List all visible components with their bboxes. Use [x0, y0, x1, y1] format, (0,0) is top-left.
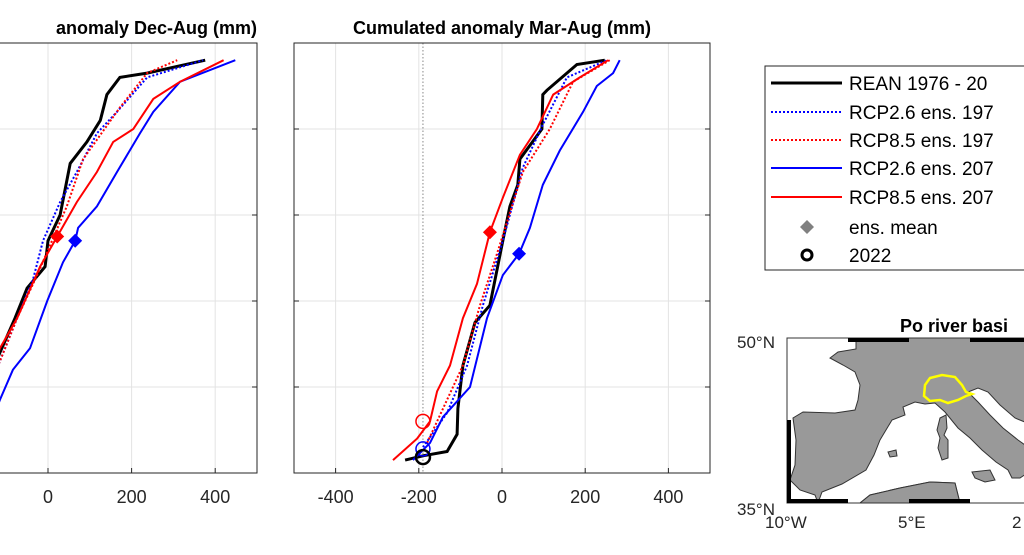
legend-swatch-diamond [800, 220, 814, 234]
map-lon-10w: 10°W [765, 513, 807, 532]
marker-2022 [414, 448, 432, 466]
legend-label: RCP2.6 ens. 197 [849, 103, 994, 124]
series-line [0, 58, 206, 357]
axes-box [0, 42, 258, 474]
series-line [392, 59, 609, 461]
map-title: Po river basi [900, 316, 1008, 336]
map-inset: Po river basi 50°N 35°N 10°W 5°E 2 [737, 316, 1024, 532]
x-tick-label: 200 [570, 487, 600, 507]
ens-mean-marker [50, 229, 65, 244]
series-line [0, 59, 178, 364]
x-tick-label: 0 [497, 487, 507, 507]
legend-swatch-circle [800, 248, 814, 262]
map-sicily [971, 469, 996, 483]
x-tick-label: 400 [200, 487, 230, 507]
series-line [404, 58, 606, 462]
series-line [412, 59, 621, 461]
x-tick-label: -200 [401, 487, 437, 507]
chart-title: Cumulated anomaly Mar-Aug (mm) [353, 18, 651, 38]
legend-label: RCP8.5 ens. 207 [849, 188, 994, 209]
map-lat-50n: 50°N [737, 333, 775, 352]
marker-2022 [415, 413, 431, 430]
series-line [0, 59, 236, 403]
series-line [0, 59, 225, 351]
map-adriatic [967, 387, 1024, 445]
map-corsica-sardinia [936, 414, 949, 461]
legend-label: 2022 [849, 246, 891, 267]
axes-box [293, 42, 711, 474]
legend-label: ens. mean [849, 218, 938, 239]
map-atlantic [786, 337, 861, 504]
x-tick-label: 200 [117, 487, 147, 507]
map-balearics [887, 449, 898, 458]
ens-mean-marker [68, 233, 83, 248]
legend: REAN 1976 - 20 RCP2.6 ens. 197 RCP8.5 ens.… [764, 65, 1024, 271]
marker-2022 [415, 441, 431, 457]
map-lon-20e: 2 [1012, 513, 1021, 532]
map-lat-35n: 35°N [737, 500, 775, 519]
chart-title: anomaly Dec-Aug (mm) [56, 18, 257, 38]
po-basin-outline [922, 373, 976, 405]
map-lon-5e: 5°E [898, 513, 926, 532]
x-tick-label: 0 [43, 487, 53, 507]
legend-label: REAN 1976 - 20 [849, 74, 987, 95]
series-line [422, 59, 608, 448]
ens-mean-marker [512, 246, 527, 261]
ens-mean-marker [482, 225, 497, 240]
x-tick-label: 400 [653, 487, 683, 507]
legend-label: RCP8.5 ens. 197 [849, 131, 994, 152]
series-line [426, 59, 611, 444]
panel-mar-aug: Cumulated anomaly Mar-Aug (mm) -400 -200 0 2… [293, 18, 711, 507]
legend-label: RCP2.6 ens. 207 [849, 159, 994, 180]
x-tick-label: -400 [318, 487, 354, 507]
